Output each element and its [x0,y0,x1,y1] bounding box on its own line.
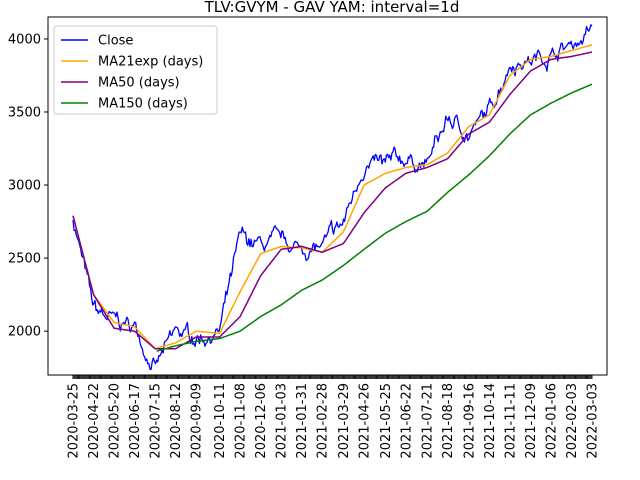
x-tick-label: 2021-08-18 [441,383,456,459]
x-tick-label: 2020-07-15 [149,383,164,459]
legend-label: MA150 (days) [98,97,188,112]
x-tick-label: 2022-03-03 [586,383,601,459]
series-line-ma50-days- [72,51,593,350]
x-tick-label: 2021-01-03 [275,383,290,459]
legend-label: MA21exp (days) [98,55,203,70]
y-tick-label: 4000 [8,32,41,47]
series-layer [72,24,593,371]
x-tick-label: 2021-05-25 [379,383,394,459]
x-axis: 2020-03-25 2020-04-22 2020-05-20 2020-06-17… [67,375,601,459]
x-tick-label: 2021-09-16 [462,383,477,459]
y-tick-label: 3500 [8,105,41,120]
x-tick-label: 2021-10-14 [483,383,498,459]
x-tick-label: 2022-01-06 [544,383,559,459]
x-tick-label: 2021-12-09 [524,383,539,459]
x-tick-label: 2021-11-11 [503,383,518,459]
x-tick-label: 2021-03-29 [337,383,352,459]
legend-box [53,25,218,115]
y-tick-label: 2000 [8,325,41,340]
chart-title: TLV:GVYM - GAV YAM: interval=1d [204,0,460,16]
x-tick-label: 2020-08-12 [169,383,184,459]
x-tick-label: 2020-10-11 [213,383,228,459]
legend: Close MA21exp (days) MA50 (days) MA150 (day… [53,25,218,115]
x-tick-label: 2020-05-20 [108,383,123,459]
x-tick-label: 2021-02-28 [316,383,331,459]
x-tick-label: 2020-09-09 [190,383,205,459]
x-tick-label: 2021-04-26 [358,383,373,459]
series-line-ma21exp-days- [72,44,593,350]
x-tick-label: 2020-03-25 [67,383,82,459]
series-line-ma150-days- [156,83,593,352]
legend-label: Close [98,34,133,49]
y-axis: 2000 2500 3000 3500 4000 [8,32,48,340]
x-tick-label: 2021-01-31 [295,383,310,459]
x-tick-label: 2020-04-22 [87,383,102,459]
legend-label: MA50 (days) [98,76,180,91]
x-tick-label: 2020-11-08 [234,383,249,459]
x-tick-label: 2021-06-22 [399,383,414,459]
x-tick-label: 2020-06-17 [128,383,143,459]
y-tick-label: 2500 [8,252,41,267]
x-tick-label: 2021-07-21 [421,383,436,459]
x-tick-label: 2020-12-06 [254,383,269,459]
x-tick-label: 2022-02-03 [565,383,580,459]
y-tick-label: 3000 [8,179,41,194]
series-line-close [72,24,593,371]
